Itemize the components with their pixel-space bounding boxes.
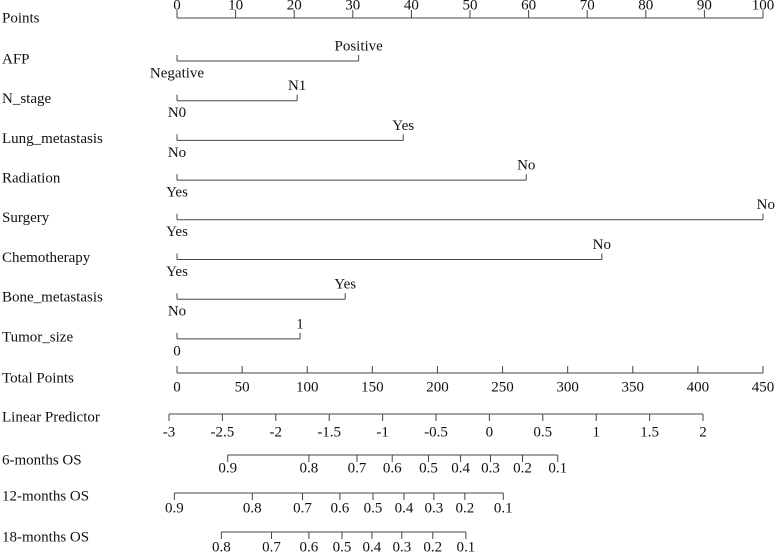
tick-label: 2 xyxy=(699,424,707,440)
tick-label: 300 xyxy=(556,379,579,395)
tick-label: 100 xyxy=(296,379,319,395)
tick-label: 0.2 xyxy=(423,539,442,555)
tick-label: 0.2 xyxy=(513,460,532,476)
row-label: Tumor_size xyxy=(2,329,73,345)
tick-label: 0.4 xyxy=(395,500,414,516)
row-label: Total Points xyxy=(2,370,74,386)
tick-label: -2.5 xyxy=(211,424,235,440)
tick-label: -2 xyxy=(270,424,283,440)
tick-label: -1 xyxy=(376,424,389,440)
tick-label: -3 xyxy=(163,424,176,440)
tick-label: 0.5 xyxy=(333,539,352,555)
row-label: Linear Predictor xyxy=(2,409,100,425)
tick-label: 0.6 xyxy=(331,500,350,516)
level-label: 1 xyxy=(296,316,304,332)
tick-label: 0.4 xyxy=(363,539,382,555)
tick-label: 0.1 xyxy=(548,460,567,476)
tick-label: 40 xyxy=(404,0,419,13)
row-label: 12-months OS xyxy=(2,488,89,504)
level-label: Yes xyxy=(166,185,188,201)
tick-label: 250 xyxy=(491,379,514,395)
tick-label: 0.6 xyxy=(383,460,402,476)
tick-label: 100 xyxy=(752,0,775,13)
tick-label: 0.7 xyxy=(262,539,281,555)
level-label: Yes xyxy=(334,277,356,293)
tick-label: 0.9 xyxy=(218,460,237,476)
row-label: Radiation xyxy=(2,171,61,187)
tick-label: 450 xyxy=(752,379,775,395)
row-label: Lung_metastasis xyxy=(2,131,103,147)
tick-label: 0.3 xyxy=(481,460,500,476)
level-label: Yes xyxy=(166,224,188,240)
tick-label: 0.4 xyxy=(451,460,470,476)
tick-label: 0.9 xyxy=(165,500,184,516)
tick-label: 0.1 xyxy=(494,500,513,516)
row-label: Surgery xyxy=(2,210,50,226)
tick-label: 150 xyxy=(361,379,384,395)
tick-label: -1.5 xyxy=(317,424,341,440)
tick-label: 1 xyxy=(592,424,600,440)
level-label: No xyxy=(517,158,535,174)
tick-label: 0.7 xyxy=(293,500,312,516)
tick-label: 0.5 xyxy=(533,424,552,440)
tick-label: 20 xyxy=(287,0,302,13)
tick-label: 0.8 xyxy=(212,539,231,555)
tick-label: 0 xyxy=(486,424,494,440)
tick-label: 0.8 xyxy=(243,500,262,516)
level-label: No xyxy=(593,237,611,253)
row-label: Points xyxy=(2,10,40,26)
row-label: AFP xyxy=(2,51,30,67)
tick-label: 0.2 xyxy=(455,500,474,516)
row-label: 6-months OS xyxy=(2,452,82,468)
level-label: No xyxy=(168,304,186,320)
tick-label: 0.3 xyxy=(392,539,411,555)
tick-label: 0.1 xyxy=(457,539,476,555)
tick-label: 80 xyxy=(638,0,653,13)
tick-label: 0.5 xyxy=(364,500,383,516)
tick-label: 50 xyxy=(235,379,250,395)
tick-label: 60 xyxy=(521,0,536,13)
tick-label: 10 xyxy=(228,0,243,13)
level-label: Yes xyxy=(166,264,188,280)
tick-label: 0.5 xyxy=(419,460,438,476)
tick-label: 0.6 xyxy=(300,539,319,555)
level-label: 0 xyxy=(173,343,181,359)
level-label: Positive xyxy=(334,38,383,54)
level-label: N0 xyxy=(168,105,186,121)
tick-label: 0 xyxy=(173,0,181,13)
tick-label: 70 xyxy=(580,0,595,13)
tick-label: 400 xyxy=(687,379,710,395)
level-label: No xyxy=(168,145,186,161)
row-label: N_stage xyxy=(2,91,51,107)
tick-label: 0.7 xyxy=(348,460,367,476)
row-label: Chemotherapy xyxy=(2,250,91,266)
tick-label: 30 xyxy=(345,0,360,13)
level-label: Yes xyxy=(392,118,414,134)
level-label: N1 xyxy=(288,78,306,94)
level-label: No xyxy=(757,197,775,213)
tick-label: 200 xyxy=(426,379,449,395)
tick-label: -0.5 xyxy=(424,424,448,440)
level-label: Negative xyxy=(150,65,204,81)
tick-label: 350 xyxy=(622,379,645,395)
tick-label: 0 xyxy=(173,379,181,395)
row-label: 18-months OS xyxy=(2,529,89,545)
tick-label: 90 xyxy=(697,0,712,13)
row-label: Bone_metastasis xyxy=(2,290,103,306)
tick-label: 50 xyxy=(463,0,478,13)
tick-label: 0.8 xyxy=(300,460,319,476)
tick-label: 1.5 xyxy=(640,424,659,440)
tick-label: 0.3 xyxy=(424,500,443,516)
